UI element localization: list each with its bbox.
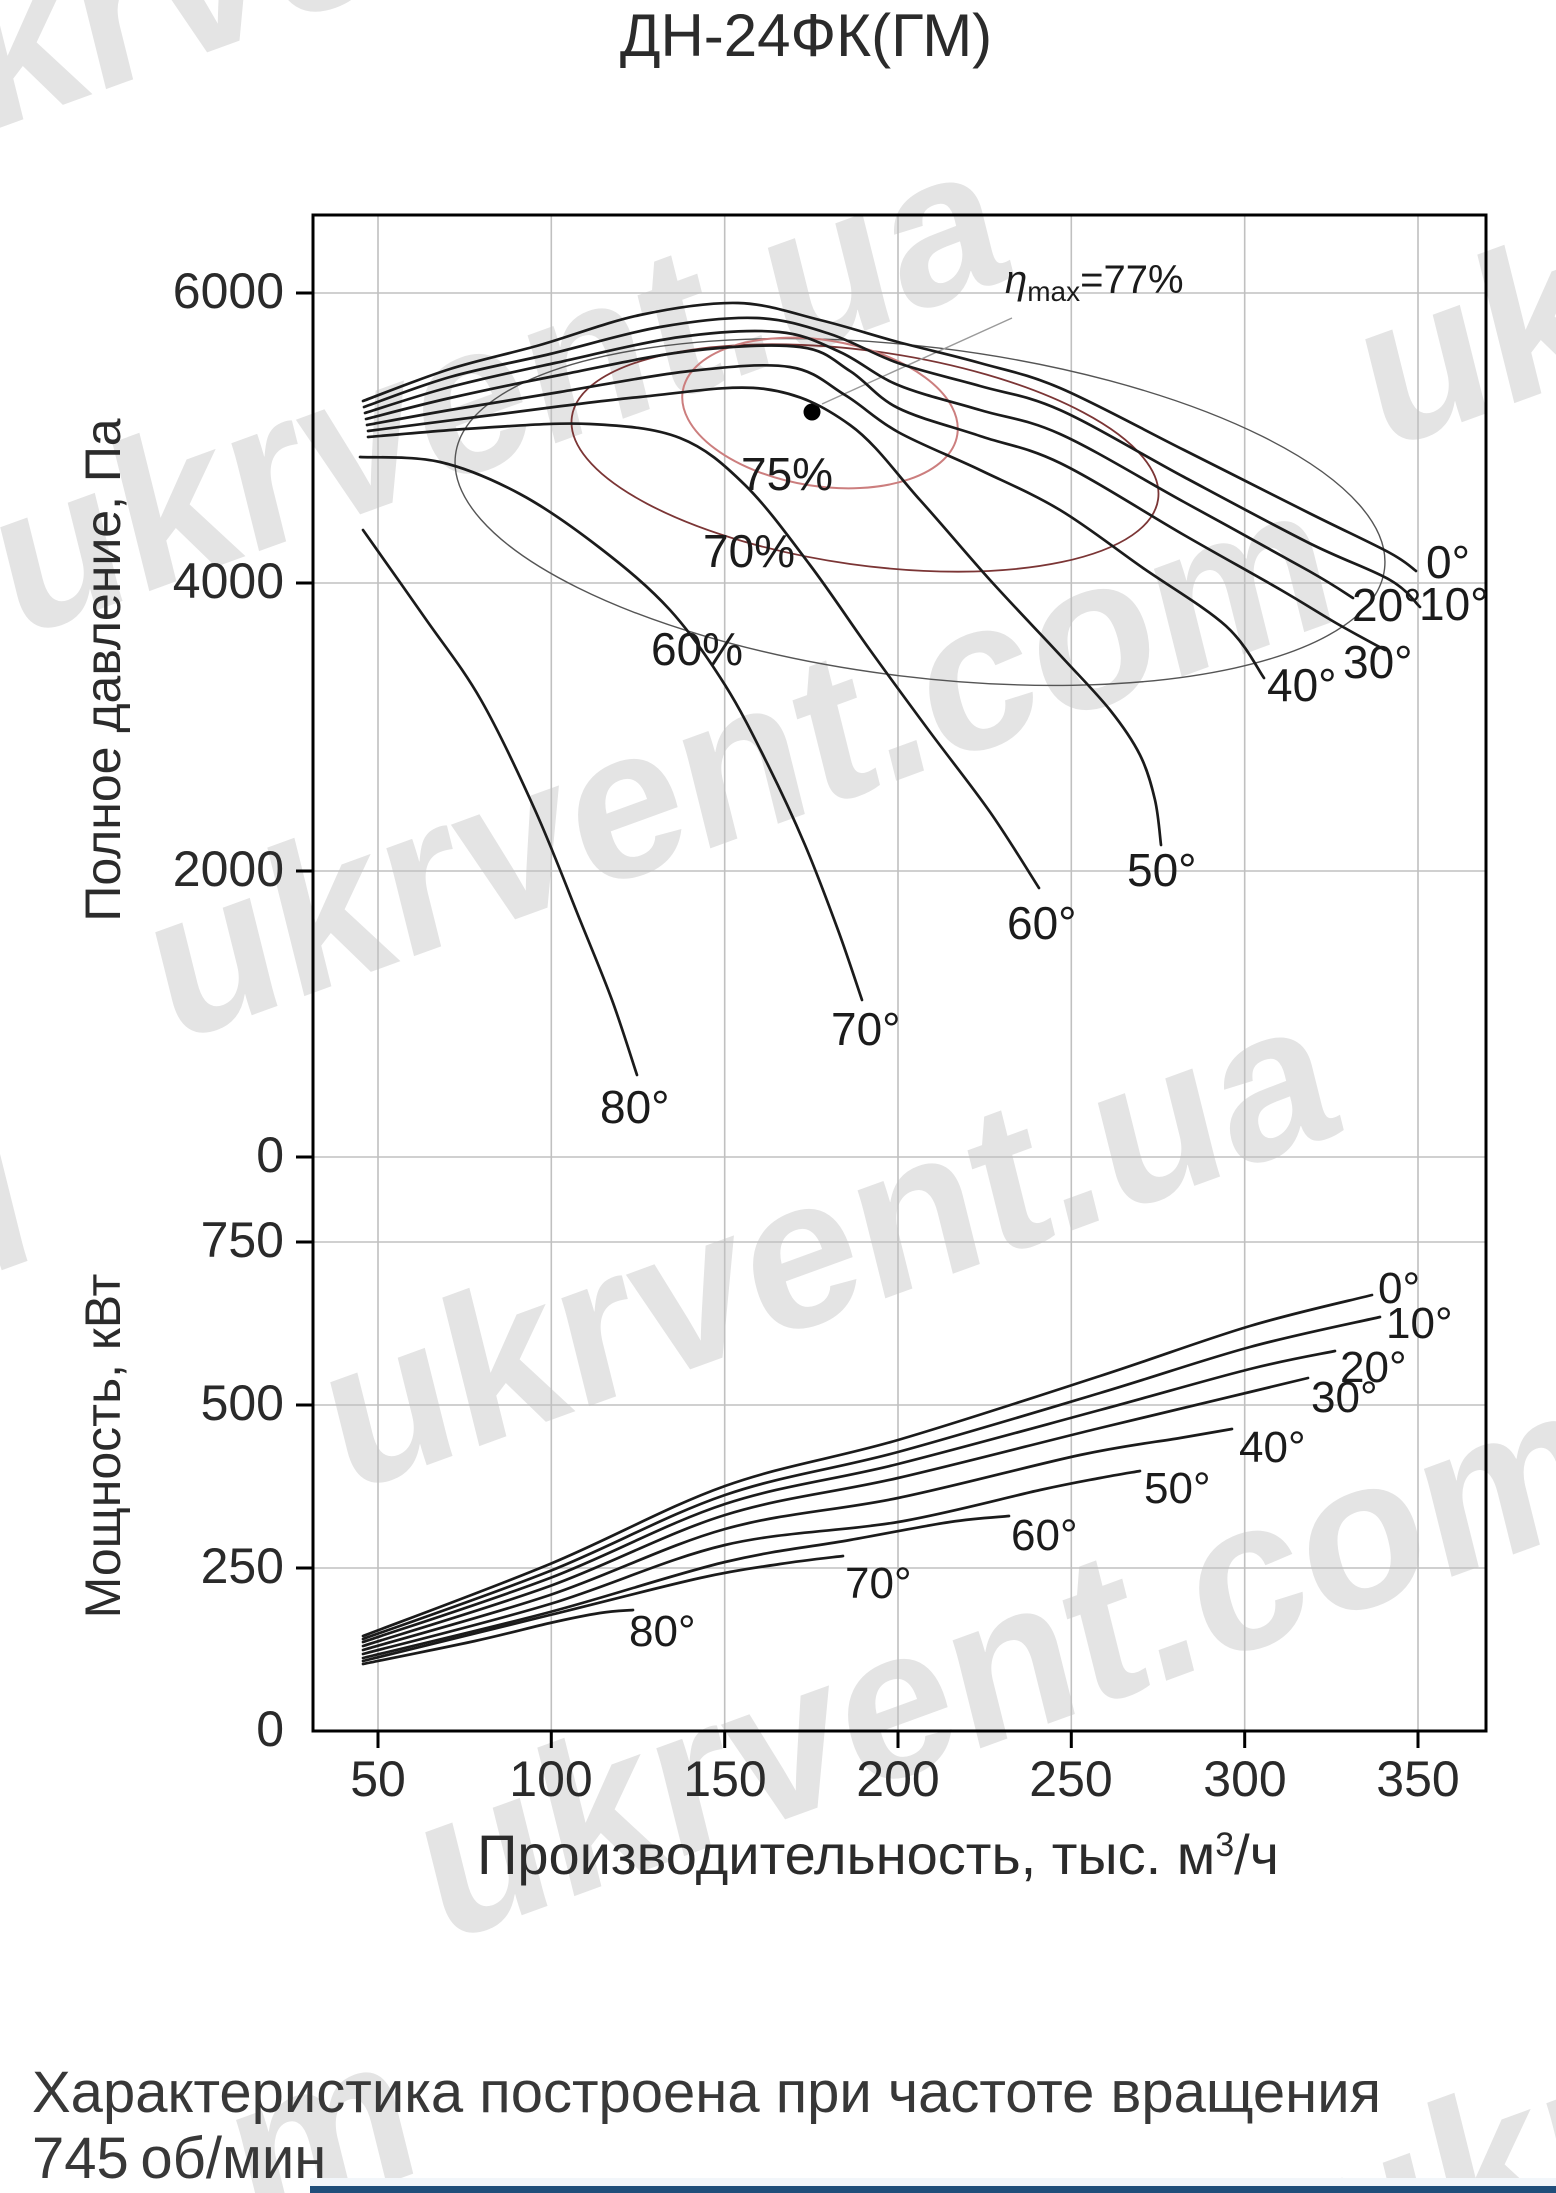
svg-text:Характеристика построена при ч: Характеристика построена при частоте вра… [32,2060,1381,2125]
svg-text:0: 0 [256,1127,284,1183]
svg-text:Полное давление, Па: Полное давление, Па [75,418,131,921]
svg-text:0°: 0° [1426,536,1470,588]
svg-text:ДН-24ФК(ГМ): ДН-24ФК(ГМ) [620,2,992,69]
svg-text:745 об/мин: 745 об/мин [32,2126,326,2191]
svg-text:10°: 10° [1386,1299,1453,1348]
svg-text:750: 750 [201,1212,284,1268]
svg-text:150: 150 [683,1751,766,1807]
svg-text:30°: 30° [1343,636,1413,688]
svg-text:40°: 40° [1267,659,1337,711]
svg-text:350: 350 [1376,1751,1459,1807]
svg-text:0: 0 [256,1701,284,1757]
svg-text:80°: 80° [600,1081,670,1133]
svg-text:50°: 50° [1144,1464,1211,1513]
svg-text:Мощность, кВт: Мощность, кВт [75,1274,131,1619]
svg-text:0°: 0° [1378,1264,1420,1313]
svg-text:2000: 2000 [173,841,284,897]
svg-text:70°: 70° [831,1003,901,1055]
svg-text:30°: 30° [1311,1373,1378,1422]
svg-text:ukrvent: ukrvent [1284,1855,1556,2193]
svg-text:70%: 70% [703,525,795,577]
svg-text:200: 200 [856,1751,939,1807]
svg-text:50: 50 [350,1751,406,1807]
svg-text:10°: 10° [1419,578,1489,630]
svg-text:70°: 70° [845,1559,912,1608]
svg-text:4000: 4000 [173,553,284,609]
svg-text:Производительность, тыс. м3/ч: Производительность, тыс. м3/ч [477,1823,1279,1886]
svg-text:60°: 60° [1007,897,1077,949]
svg-text:60°: 60° [1011,1511,1078,1560]
svg-text:75%: 75% [741,448,833,500]
svg-text:ukrvent: ukrvent [1334,7,1556,496]
svg-text:40°: 40° [1239,1423,1306,1472]
svg-text:250: 250 [201,1538,284,1594]
svg-text:ηmax=77%: ηmax=77% [1005,258,1184,307]
svg-text:100: 100 [509,1751,592,1807]
svg-text:60%: 60% [651,623,743,675]
svg-text:u: u [0,1070,51,1343]
svg-text:250: 250 [1029,1751,1112,1807]
svg-text:500: 500 [201,1375,284,1431]
svg-text:80°: 80° [629,1607,696,1656]
svg-text:6000: 6000 [173,263,284,319]
svg-text:20°: 20° [1352,579,1422,631]
svg-text:50°: 50° [1127,844,1197,896]
svg-text:20°: 20° [1340,1343,1407,1392]
svg-text:300: 300 [1203,1751,1286,1807]
